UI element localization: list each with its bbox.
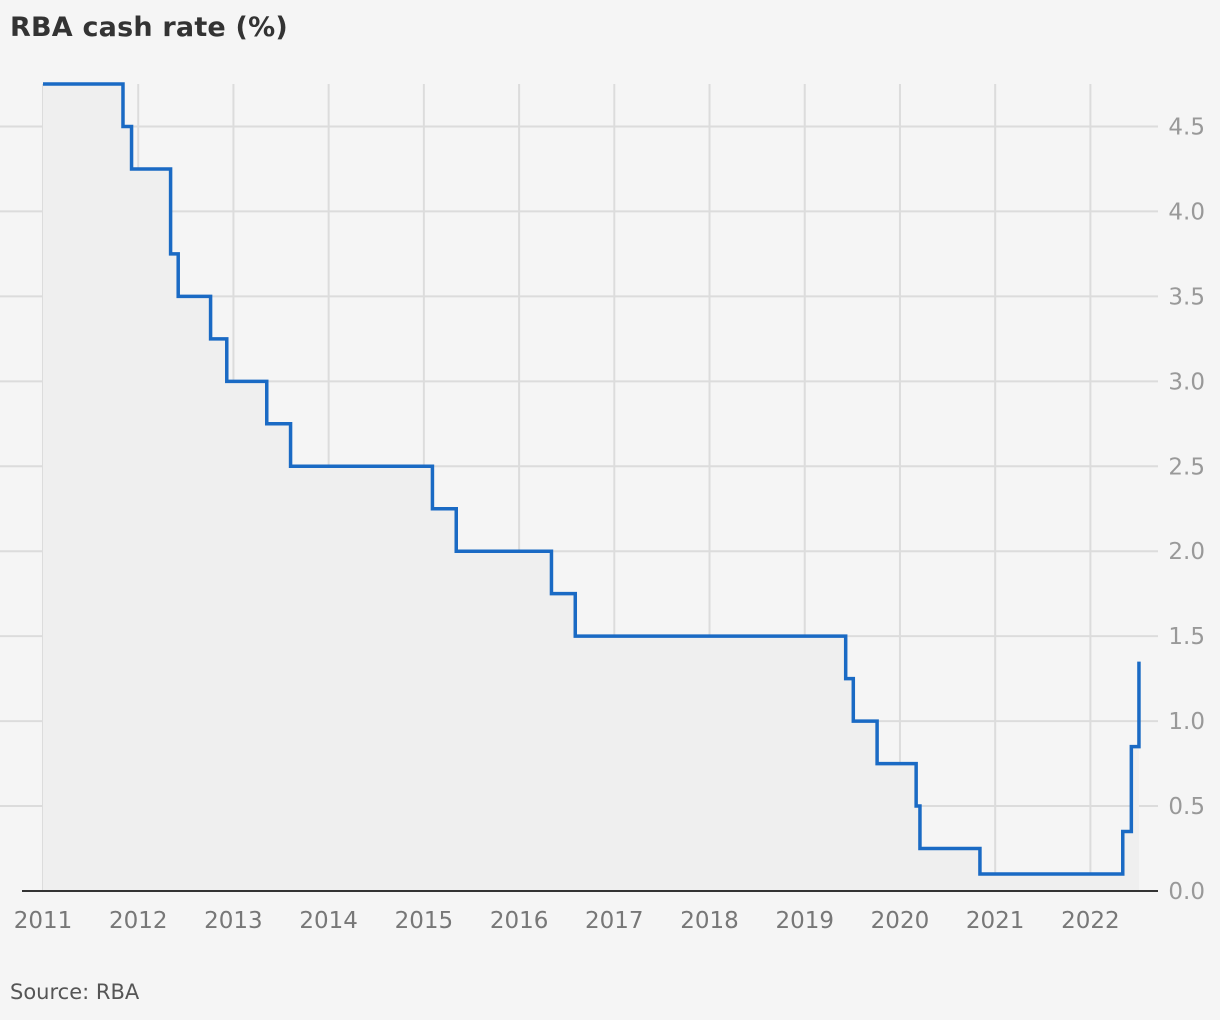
y-tick-label: 0.5 xyxy=(1168,794,1205,820)
y-tick-label: 4.5 xyxy=(1168,114,1205,140)
y-tick-label: 2.0 xyxy=(1168,539,1205,565)
y-tick-label: 1.5 xyxy=(1168,624,1205,650)
x-tick-label: 2016 xyxy=(490,908,549,934)
y-tick-label: 3.0 xyxy=(1168,369,1205,395)
x-tick-label: 2022 xyxy=(1061,908,1120,934)
area-fill xyxy=(43,84,1139,891)
y-tick-label: 0.0 xyxy=(1168,879,1205,905)
x-tick-label: 2013 xyxy=(204,908,263,934)
x-tick-label: 2015 xyxy=(395,908,454,934)
x-tick-label: 2021 xyxy=(966,908,1025,934)
x-tick-label: 2019 xyxy=(775,908,834,934)
x-tick-label: 2017 xyxy=(585,908,644,934)
x-tick-label: 2012 xyxy=(109,908,168,934)
series-line-cash-rate xyxy=(43,82,1141,876)
y-tick-label: 4.0 xyxy=(1168,199,1205,225)
chart-title: RBA cash rate (%) xyxy=(10,12,288,43)
x-tick-label: 2018 xyxy=(680,908,739,934)
y-tick-label: 2.5 xyxy=(1168,454,1205,480)
x-tick-label: 2014 xyxy=(299,908,358,934)
y-tick-label: 3.5 xyxy=(1168,284,1205,310)
x-axis-ticks: 2011 2012 2013 2014 2015 2016 2017 2018 2019 2020… xyxy=(14,908,1120,934)
source-note: Source: RBA xyxy=(10,980,140,1004)
y-axis-ticks: 0.0 0.5 1.0 1.5 2.0 2.5 3.0 3.5 4.0 4.5 xyxy=(1168,114,1205,905)
y-tick-label: 1.0 xyxy=(1168,709,1205,735)
x-tick-label: 2011 xyxy=(14,908,73,934)
x-tick-label: 2020 xyxy=(871,908,930,934)
